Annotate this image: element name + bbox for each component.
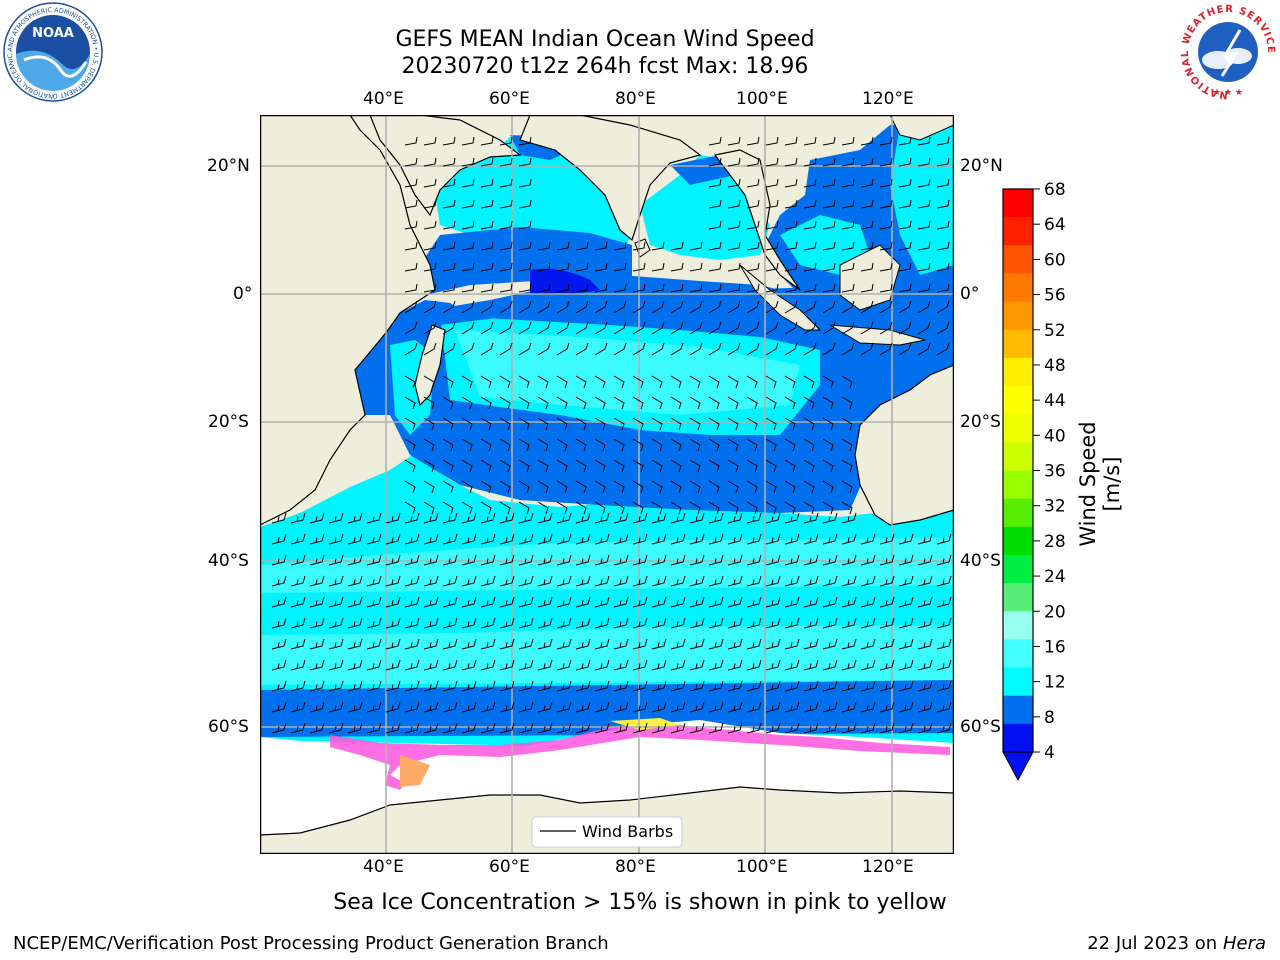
- colorbar-ticks: 68 64 60 56 52 48 44 40 36 32 28 24 20 16 12 8 4: [1033, 180, 1066, 763]
- colorbar-segment: [1003, 668, 1033, 697]
- lat-tick-left: 40°S: [208, 551, 249, 571]
- sea-ice-caption: Sea Ice Concentration > 15% is shown in …: [260, 890, 1020, 915]
- colorbar-tick-label: 32: [1044, 497, 1066, 517]
- colorbar-tick-label: 24: [1044, 567, 1066, 587]
- map-title: GEFS MEAN Indian Ocean Wind Speed: [290, 27, 920, 52]
- colorbar-label: Wind Speed [m/s]: [1076, 394, 1124, 574]
- lon-tick-top: 40°E: [363, 89, 404, 109]
- lon-tick-top: 120°E: [862, 89, 914, 109]
- colorbar-tick-label: 64: [1044, 215, 1066, 235]
- map-subtitle: 20230720 t12z 264h fcst Max: 18.96: [290, 54, 920, 79]
- lon-tick-top: 80°E: [615, 89, 656, 109]
- colorbar-segment: [1003, 273, 1033, 302]
- legend-label: Wind Barbs: [582, 822, 673, 841]
- colorbar-segment: [1003, 527, 1033, 556]
- colorbar-segment: [1003, 471, 1033, 500]
- colorbar-tick-label: 16: [1044, 637, 1066, 657]
- colorbar-segment: [1003, 724, 1033, 753]
- colorbar-segment: [1003, 330, 1033, 359]
- colorbar-segment: [1003, 189, 1033, 218]
- colorbar-segment: [1003, 217, 1033, 246]
- lon-tick-bottom: 40°E: [363, 857, 404, 877]
- lat-tick-left: 20°S: [208, 412, 249, 432]
- colorbar-segment: [1003, 358, 1033, 387]
- colorbar-tick-label: 52: [1044, 321, 1066, 341]
- colorbar-extend-arrow: [1003, 752, 1033, 780]
- colorbar-segment: [1003, 611, 1033, 640]
- colorbar-segment: [1003, 414, 1033, 443]
- lon-tick-top: 60°E: [489, 89, 530, 109]
- colorbar-tick-label: 44: [1044, 391, 1066, 411]
- southern-ocean-band-fast-2: [260, 625, 954, 685]
- colorbar-tick-label: 60: [1044, 250, 1066, 270]
- lat-tick-right: 20°N: [960, 156, 1003, 176]
- lon-tick-bottom: 80°E: [615, 857, 656, 877]
- colorbar-segment: [1003, 302, 1033, 331]
- footer-date-text: 22 Jul 2023 on: [1087, 933, 1223, 954]
- colorbar-segment: [1003, 386, 1033, 415]
- colorbar-tick-label: 48: [1044, 356, 1066, 376]
- colorbar-tick-label: 56: [1044, 286, 1066, 306]
- colorbar-tick-label: 8: [1044, 708, 1055, 728]
- lon-tick-top: 100°E: [736, 89, 788, 109]
- wind-barb-legend: Wind Barbs: [532, 817, 682, 847]
- colorbar-tick-label: 36: [1044, 462, 1066, 482]
- footer-date: 22 Jul 2023 on Hera: [1087, 933, 1266, 954]
- colorbar-segment: [1003, 696, 1033, 725]
- lon-tick-bottom: 120°E: [862, 857, 914, 877]
- colorbar-segment: [1003, 499, 1033, 528]
- lat-tick-left: 20°N: [207, 156, 250, 176]
- colorbar-segments: [1003, 189, 1033, 753]
- lon-tick-bottom: 60°E: [489, 857, 530, 877]
- wind-speed-colorbar: 68 64 60 56 52 48 44 40 36 32 28 24 20 16 12 8 4: [990, 180, 1080, 790]
- footer-credit: NCEP/EMC/Verification Post Processing Pr…: [13, 933, 609, 954]
- colorbar-tick-label: 12: [1044, 673, 1066, 693]
- colorbar-segment: [1003, 639, 1033, 668]
- lat-tick-right: 0°: [960, 284, 979, 304]
- colorbar-tick-label: 40: [1044, 426, 1066, 446]
- noaa-logo-text: NOAA: [32, 26, 74, 41]
- colorbar-segment: [1003, 442, 1033, 471]
- lon-tick-bottom: 100°E: [736, 857, 788, 877]
- nws-logo: NATIONAL WEATHER SERVICE ★ ★ ★: [1178, 2, 1278, 102]
- colorbar-tick-label: 28: [1044, 532, 1066, 552]
- colorbar-segment: [1003, 583, 1033, 612]
- colorbar-tick-label: 68: [1044, 180, 1066, 200]
- noaa-logo: NATIONAL OCEANIC AND ATMOSPHERIC ADMINIS…: [2, 2, 104, 102]
- colorbar-segment: [1003, 555, 1033, 584]
- footer-host: Hera: [1223, 933, 1266, 954]
- svg-text:★ ★ ★: ★ ★ ★: [1213, 88, 1243, 98]
- lat-tick-left: 0°: [233, 284, 252, 304]
- wind-speed-map: Wind Barbs: [260, 115, 954, 854]
- colorbar-segment: [1003, 245, 1033, 274]
- lat-tick-left: 60°S: [208, 717, 249, 737]
- colorbar-tick-label: 4: [1044, 743, 1055, 763]
- colorbar-tick-label: 20: [1044, 602, 1066, 622]
